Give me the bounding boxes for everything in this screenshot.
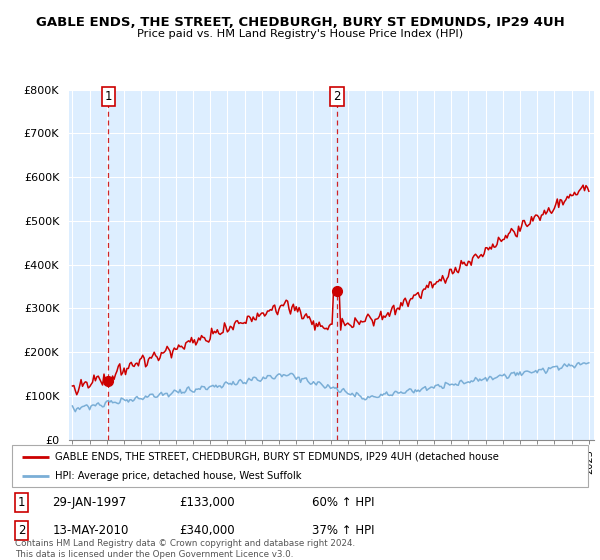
Text: 13-MAY-2010: 13-MAY-2010 bbox=[52, 524, 128, 537]
Text: 37% ↑ HPI: 37% ↑ HPI bbox=[311, 524, 374, 537]
Text: HPI: Average price, detached house, West Suffolk: HPI: Average price, detached house, West… bbox=[55, 471, 302, 481]
Text: GABLE ENDS, THE STREET, CHEDBURGH, BURY ST EDMUNDS, IP29 4UH (detached house: GABLE ENDS, THE STREET, CHEDBURGH, BURY … bbox=[55, 451, 499, 461]
Text: 29-JAN-1997: 29-JAN-1997 bbox=[52, 496, 127, 509]
Text: Price paid vs. HM Land Registry's House Price Index (HPI): Price paid vs. HM Land Registry's House … bbox=[137, 29, 463, 39]
Text: 60% ↑ HPI: 60% ↑ HPI bbox=[311, 496, 374, 509]
Text: £133,000: £133,000 bbox=[179, 496, 235, 509]
Text: 1: 1 bbox=[104, 90, 112, 102]
Text: 1: 1 bbox=[18, 496, 25, 509]
Text: Contains HM Land Registry data © Crown copyright and database right 2024.
This d: Contains HM Land Registry data © Crown c… bbox=[15, 539, 355, 559]
Text: 2: 2 bbox=[18, 524, 25, 537]
Text: £340,000: £340,000 bbox=[179, 524, 235, 537]
FancyBboxPatch shape bbox=[12, 445, 588, 487]
Text: 2: 2 bbox=[333, 90, 341, 102]
Text: GABLE ENDS, THE STREET, CHEDBURGH, BURY ST EDMUNDS, IP29 4UH: GABLE ENDS, THE STREET, CHEDBURGH, BURY … bbox=[35, 16, 565, 29]
